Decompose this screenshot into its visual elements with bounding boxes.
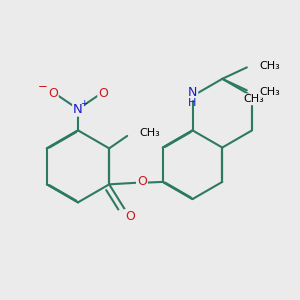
Text: −: − — [38, 80, 48, 93]
Text: CH₃: CH₃ — [140, 128, 160, 138]
Text: O: O — [137, 175, 147, 188]
Text: N: N — [73, 103, 83, 116]
Text: O: O — [125, 210, 135, 223]
Text: CH₃: CH₃ — [243, 94, 264, 104]
Text: +: + — [80, 99, 88, 108]
Text: CH₃: CH₃ — [259, 87, 280, 97]
Text: H: H — [188, 98, 197, 108]
Text: O: O — [98, 87, 108, 100]
Text: O: O — [48, 87, 58, 100]
Text: N: N — [188, 86, 197, 99]
Text: CH₃: CH₃ — [259, 61, 280, 71]
